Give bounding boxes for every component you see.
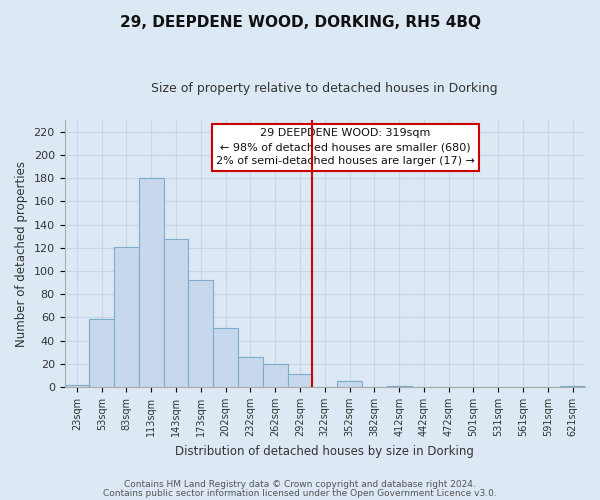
Bar	[139, 178, 164, 387]
Text: Contains HM Land Registry data © Crown copyright and database right 2024.: Contains HM Land Registry data © Crown c…	[124, 480, 476, 489]
Bar	[188, 280, 213, 387]
Text: 29 DEEPDENE WOOD: 319sqm
← 98% of detached houses are smaller (680)
2% of semi-d: 29 DEEPDENE WOOD: 319sqm ← 98% of detach…	[216, 128, 475, 166]
X-axis label: Distribution of detached houses by size in Dorking: Distribution of detached houses by size …	[175, 444, 474, 458]
Y-axis label: Number of detached properties: Number of detached properties	[15, 160, 28, 346]
Text: 29, DEEPDENE WOOD, DORKING, RH5 4BQ: 29, DEEPDENE WOOD, DORKING, RH5 4BQ	[119, 15, 481, 30]
Bar	[114, 246, 139, 387]
Bar	[287, 374, 313, 387]
Bar	[560, 386, 585, 387]
Text: Contains public sector information licensed under the Open Government Licence v3: Contains public sector information licen…	[103, 489, 497, 498]
Bar	[164, 238, 188, 387]
Bar	[263, 364, 287, 387]
Title: Size of property relative to detached houses in Dorking: Size of property relative to detached ho…	[151, 82, 498, 96]
Bar	[89, 318, 114, 387]
Bar	[387, 386, 412, 387]
Bar	[65, 384, 89, 387]
Bar	[337, 382, 362, 387]
Bar	[213, 328, 238, 387]
Bar	[238, 357, 263, 387]
